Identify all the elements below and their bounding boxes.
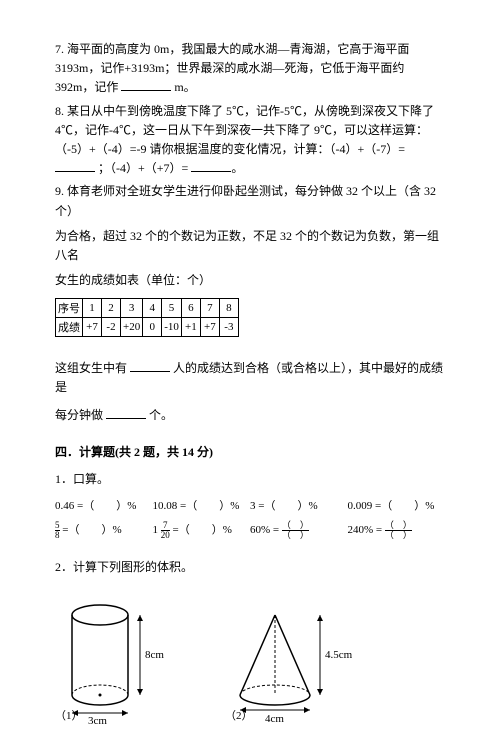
q8-text: 8. 某日从中午到傍晚温度下降了 5℃，记作-5℃，从傍晚到深夜又下降了 4℃，…: [55, 104, 434, 156]
figure-1: 8cm 3cm （1）: [55, 595, 175, 723]
q7-text: 7. 海平面的高度为 0m，我国最大的咸水湖—青海湖，它高于海平面 3193m，…: [55, 42, 409, 94]
cell: +7: [200, 318, 219, 337]
row1-label: 序号: [56, 299, 83, 318]
cone-h-label: 4.5cm: [325, 649, 353, 661]
calc-a: 0.46 =（ ）%: [55, 497, 153, 513]
calc-c: 3 =（ ）%: [250, 497, 348, 513]
q7-blank[interactable]: [121, 78, 171, 91]
cyl-h-label: 8cm: [145, 649, 164, 661]
figures-row: 8cm 3cm （1） 4.5cm 4cm （: [55, 595, 445, 723]
cone-d-label: 4cm: [265, 713, 284, 725]
row2-label: 成绩: [56, 318, 83, 337]
cell: +7: [83, 318, 102, 337]
calc-2a: 5 8 =（ ）%: [55, 521, 153, 540]
cell: -3: [219, 318, 238, 337]
cell: 7: [200, 299, 219, 318]
cyl-r-label: 3cm: [88, 715, 107, 725]
cell: 8: [219, 299, 238, 318]
calc-2c: 60% = （ ）（ ）: [250, 521, 348, 540]
cell: -10: [162, 318, 182, 337]
calc-row-1: 0.46 =（ ）% 10.08 =（ ）% 3 =（ ）% 0.009 =（ …: [55, 497, 445, 513]
calc-row-2: 5 8 =（ ）% 1 7 20 =（ ）% 60% = （ ）（ ） 240%…: [55, 521, 445, 540]
q9-line2: 为合格，超过 32 个的个数记为正数，不足 32 个的个数记为负数，第一组八名: [55, 227, 445, 265]
cell: -2: [102, 318, 121, 337]
question-7: 7. 海平面的高度为 0m，我国最大的咸水湖—青海湖，它高于海平面 3193m，…: [55, 40, 445, 98]
fig1-label: （1）: [55, 707, 175, 723]
cell: +20: [121, 318, 143, 337]
q8-blank1[interactable]: [55, 159, 95, 172]
cell: 6: [181, 299, 200, 318]
cell: +1: [181, 318, 200, 337]
cylinder-svg: 8cm 3cm: [55, 595, 175, 725]
q9b-a: 这组女生中有: [55, 361, 127, 375]
section4-title: 四．计算题(共 2 题，共 14 分): [55, 443, 445, 460]
cell: 4: [143, 299, 162, 318]
q7-unit: m。: [174, 80, 195, 94]
fig2-label: （2）: [225, 707, 355, 723]
calc-d: 0.009 =（ ）%: [348, 497, 446, 513]
q9b-c: 每分钟做: [55, 408, 103, 422]
q9-line1: 9. 体育老师对全班女学生进行仰卧起坐测试，每分钟做 32 个以上（含 32 个…: [55, 182, 445, 220]
table-row: 序号 1 2 3 4 5 6 7 8: [56, 299, 239, 318]
q9b-line1: 这组女生中有 人的成绩达到合格（或合格以上），其中最好的成绩是: [55, 359, 445, 397]
q9b-blank2[interactable]: [106, 406, 146, 419]
cell: 1: [83, 299, 102, 318]
s4-q2: 2．计算下列图形的体积。: [55, 558, 445, 577]
table-row: 成绩 +7 -2 +20 0 -10 +1 +7 -3: [56, 318, 239, 337]
s4-q1: 1．口算。: [55, 470, 445, 489]
q9b-line2: 每分钟做 个。: [55, 406, 445, 425]
cell: 5: [162, 299, 182, 318]
q9b-blank1[interactable]: [130, 359, 170, 372]
paren-fraction: （ ）（ ）: [282, 521, 309, 540]
calc-b: 10.08 =（ ）%: [153, 497, 251, 513]
cell: 2: [102, 299, 121, 318]
q9b-d: 个。: [149, 408, 173, 422]
calc-2b: 1 7 20 =（ ）%: [153, 521, 251, 540]
calc-2d: 240% = （ ）（ ）: [348, 521, 446, 540]
q8-tail: ；（-4）+（+7）=: [98, 161, 188, 175]
score-table: 序号 1 2 3 4 5 6 7 8 成绩 +7 -2 +20 0 -10 +1…: [55, 298, 239, 337]
fraction-5-8: 5 8: [55, 521, 60, 540]
q9-line3: 女生的成绩如表（单位：个）: [55, 271, 445, 290]
figure-2: 4.5cm 4cm （2）: [225, 605, 355, 723]
cell: 3: [121, 299, 143, 318]
question-8: 8. 某日从中午到傍晚温度下降了 5℃，记作-5℃，从傍晚到深夜又下降了 4℃，…: [55, 102, 445, 179]
cell: 0: [143, 318, 162, 337]
paren-fraction: （ ）（ ）: [385, 521, 412, 540]
q8-blank2[interactable]: [191, 159, 231, 172]
fraction-7-20: 7 20: [161, 521, 170, 540]
